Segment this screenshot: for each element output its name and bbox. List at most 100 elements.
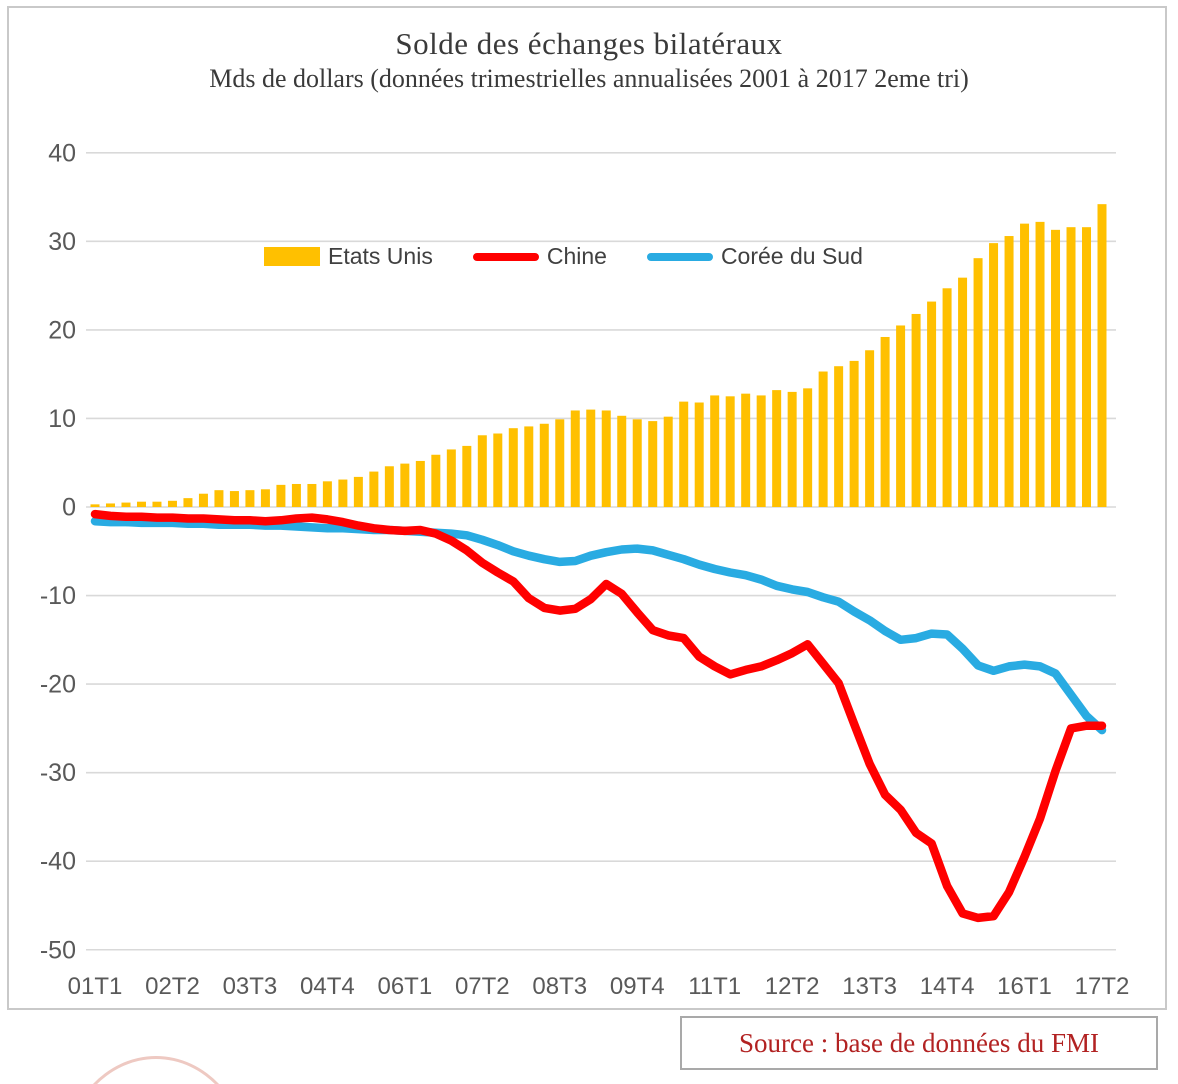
source-box: Source : base de données du FMI bbox=[680, 1016, 1158, 1070]
chart-title: Solde des échanges bilatéraux bbox=[395, 26, 783, 61]
bar-etats-unis bbox=[152, 501, 162, 507]
y-tick-label: 40 bbox=[48, 139, 76, 167]
x-tick-label: 12T2 bbox=[765, 973, 820, 1000]
bar-etats-unis bbox=[446, 449, 456, 507]
bar-etats-unis bbox=[555, 419, 565, 507]
bar-etats-unis bbox=[958, 277, 968, 507]
bar-etats-unis bbox=[865, 350, 875, 507]
bar-etats-unis bbox=[679, 401, 689, 507]
x-tick-label: 11T1 bbox=[688, 973, 741, 1000]
bar-etats-unis bbox=[632, 419, 642, 507]
chart-subtitle: Mds de dollars (données trimestrielles a… bbox=[209, 64, 969, 93]
bar-etats-unis bbox=[880, 336, 890, 507]
x-tick-label: 04T4 bbox=[300, 973, 355, 1000]
bar-etats-unis bbox=[849, 360, 859, 507]
bar-etats-unis bbox=[260, 489, 270, 507]
bar-etats-unis bbox=[1082, 227, 1092, 507]
y-tick-label: -20 bbox=[40, 671, 76, 699]
bar-etats-unis bbox=[1066, 227, 1076, 507]
bar-etats-unis bbox=[927, 301, 937, 507]
y-tick-label: 10 bbox=[48, 405, 76, 433]
bar-etats-unis bbox=[1097, 204, 1107, 507]
bar-etats-unis bbox=[245, 490, 255, 507]
x-tick-label: 17T2 bbox=[1075, 973, 1130, 1000]
bar-etats-unis bbox=[167, 500, 177, 507]
bar-etats-unis bbox=[803, 388, 813, 507]
line-coree-du-sud bbox=[90, 516, 1107, 735]
bar-etats-unis bbox=[834, 366, 844, 507]
legend-swatch-bar-icon bbox=[264, 247, 320, 266]
bar-etats-unis bbox=[524, 426, 534, 507]
bar-etats-unis bbox=[415, 460, 425, 507]
y-tick-label: 0 bbox=[62, 494, 76, 522]
bar-etats-unis bbox=[291, 483, 301, 507]
x-tick-label: 01T1 bbox=[68, 973, 123, 1000]
x-tick-label: 08T3 bbox=[532, 973, 587, 1000]
bar-etats-unis bbox=[973, 258, 983, 507]
bar-etats-unis bbox=[1051, 229, 1061, 507]
bar-etats-unis bbox=[648, 421, 658, 507]
bar-etats-unis bbox=[725, 396, 735, 507]
x-tick-label: 16T1 bbox=[997, 973, 1052, 1000]
bar-etats-unis bbox=[121, 502, 131, 507]
bar-etats-unis bbox=[586, 409, 596, 507]
bar-etats-unis bbox=[214, 490, 224, 507]
bar-etats-unis bbox=[353, 476, 363, 507]
legend-swatch-line-icon bbox=[646, 252, 713, 261]
bar-etats-unis bbox=[896, 325, 906, 507]
line-chine bbox=[90, 509, 1107, 923]
bar-etats-unis bbox=[1020, 223, 1030, 507]
bar-etats-unis bbox=[400, 463, 410, 507]
bar-etats-unis bbox=[477, 435, 487, 507]
bar-etats-unis bbox=[989, 243, 999, 507]
bar-etats-unis bbox=[105, 503, 115, 507]
bar-etats-unis bbox=[493, 433, 503, 507]
bar-etats-unis bbox=[136, 501, 146, 507]
bar-etats-unis bbox=[663, 416, 673, 507]
x-tick-label: 14T4 bbox=[920, 973, 975, 1000]
source-text: Source : base de données du FMI bbox=[739, 1027, 1099, 1058]
legend-item-coree-du-sud: Corée du Sud bbox=[646, 243, 863, 270]
bar-etats-unis bbox=[911, 313, 921, 507]
y-tick-label: -30 bbox=[40, 759, 76, 787]
bar-etats-unis bbox=[756, 395, 766, 507]
bar-etats-unis bbox=[322, 481, 332, 507]
legend-item-etats-unis: Etats Unis bbox=[264, 243, 433, 270]
bar-etats-unis bbox=[431, 454, 441, 507]
y-tick-label: 30 bbox=[48, 228, 76, 256]
bar-etats-unis bbox=[601, 410, 611, 507]
y-tick-label: -10 bbox=[40, 582, 76, 610]
legend-label-coree-du-sud: Corée du Sud bbox=[720, 243, 863, 269]
bar-etats-unis bbox=[617, 415, 627, 507]
bar-etats-unis bbox=[539, 423, 549, 507]
legend-swatch-line-icon bbox=[472, 252, 539, 261]
bar-etats-unis bbox=[710, 395, 720, 507]
bar-etats-unis bbox=[462, 445, 472, 507]
bar-etats-unis bbox=[1004, 236, 1014, 508]
bar-etats-unis bbox=[229, 491, 239, 507]
x-tick-label: 09T4 bbox=[610, 973, 665, 1000]
bar-etats-unis bbox=[198, 493, 208, 507]
x-tick-label: 07T2 bbox=[455, 973, 510, 1000]
y-tick-label: 20 bbox=[48, 316, 76, 344]
bar-etats-unis bbox=[276, 484, 286, 507]
bar-etats-unis bbox=[1035, 221, 1045, 507]
legend-label-etats-unis: Etats Unis bbox=[328, 243, 433, 269]
y-tick-label: -40 bbox=[40, 848, 76, 876]
bar-etats-unis bbox=[741, 393, 751, 507]
bar-etats-unis bbox=[570, 410, 580, 507]
bar-etats-unis bbox=[384, 466, 394, 507]
bar-etats-unis bbox=[694, 402, 704, 507]
bar-etats-unis bbox=[818, 371, 828, 507]
chart-legend: Etats Unis Chine Corée du Sud bbox=[264, 243, 863, 270]
bar-etats-unis bbox=[772, 390, 782, 507]
bar-etats-unis bbox=[183, 498, 193, 507]
x-tick-label: 06T1 bbox=[377, 973, 432, 1000]
bar-etats-unis bbox=[942, 288, 952, 507]
bar-etats-unis bbox=[508, 428, 518, 507]
y-tick-label: -50 bbox=[40, 936, 76, 964]
x-tick-label: 03T3 bbox=[223, 973, 278, 1000]
legend-item-chine: Chine bbox=[472, 243, 607, 270]
